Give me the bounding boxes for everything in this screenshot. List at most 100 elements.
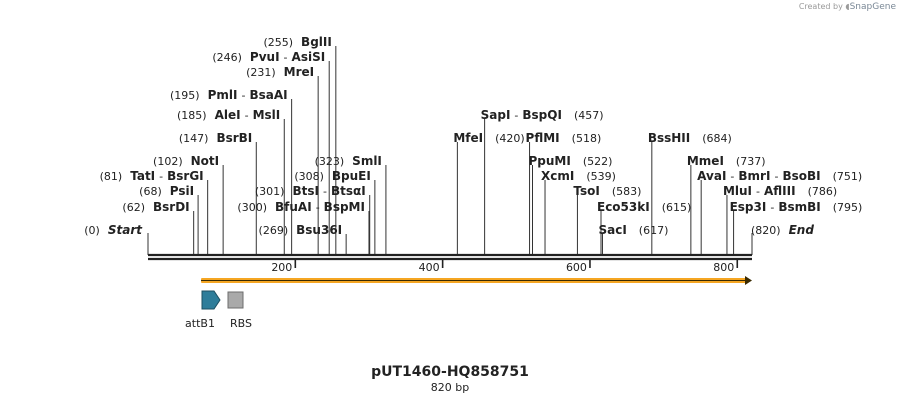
site-name: MreI [284,65,314,79]
site-label: PflMI (518) [526,131,602,145]
site-label: MfeI (420) [453,131,524,145]
site-label: (81) TatI - BsrGI [100,169,204,183]
site-name: MslI [253,108,281,122]
site-position: (246) [212,51,242,64]
site-label: (269) Bsu36I [259,223,343,237]
site-name: BtsI [292,184,319,198]
site-label: XcmI (539) [541,169,616,183]
site-position: (518) [572,132,602,145]
site-position: (684) [702,132,732,145]
endpoint-position: (820) [751,224,781,237]
site-label: (301) BtsI - BtsαI [255,184,366,198]
site-label: MluI - AflIII (786) [723,184,837,198]
site-label: BssHII (684) [648,131,732,145]
site-position: (795) [833,201,863,214]
site-name: PsiI [170,184,194,198]
credit: Created by ◖SnapGene [799,2,896,12]
orf-arrow-head [745,276,752,285]
site-position: (522) [583,155,613,168]
site-name-separator: - [316,201,320,214]
credit-brand: SnapGene [849,2,896,12]
endpoint-name: End [789,223,815,237]
site-name: SmlI [352,154,382,168]
ruler-tick-label: 600 [566,261,587,274]
snapgene-logo-icon: ◖ [845,2,850,11]
site-name: BtsαI [331,184,366,198]
site-position: (737) [736,155,766,168]
site-position: (308) [294,170,324,183]
site-position: (539) [586,170,616,183]
endpoint-label: (0) Start [84,223,143,237]
ruler-tick-label: 200 [271,261,292,274]
site-position: (81) [100,170,123,183]
site-label: (231) MreI [246,65,314,79]
site-position: (68) [139,185,162,198]
ruler-tick-label: 400 [419,261,440,274]
site-label: SacI (617) [598,223,668,237]
site-position: (231) [246,66,276,79]
site-name: SapI [481,108,511,122]
site-name: BsmBI [778,200,820,214]
site-position: (195) [170,89,200,102]
site-position: (147) [179,132,209,145]
endpoint-position: (0) [84,224,100,237]
site-name: BsrDI [153,200,190,214]
site-name: Eco53kI [597,200,650,214]
site-name: BsrGI [167,169,204,183]
site-name-separator: - [730,170,734,183]
ruler: 200 400 600 800 [271,259,739,274]
features: attB1 RBS [185,290,252,330]
site-name: Esp3I [730,200,767,214]
site-position: (269) [259,224,289,237]
site-name: SacI [598,223,626,237]
site-label: MmeI (737) [687,154,766,168]
sequence-name: pUT1460-HQ858751 [371,364,529,380]
rbs-box-icon [227,291,244,309]
site-label: (68) PsiI [139,184,194,198]
sequence-length: 820 bp [430,381,470,394]
site-label: (323) SmlI [315,154,382,168]
site-name: TatI [130,169,155,183]
site-name: BpuEI [332,169,371,183]
site-label: (246) PvuI - AsiSI [212,50,325,64]
site-position: (615) [662,201,692,214]
site-label: (195) PmlI - BsaAI [170,88,288,102]
site-name-separator: - [284,51,288,64]
site-label: (308) BpuEI [294,169,371,183]
site-label: SapI - BspQI (457) [481,108,604,122]
attb1-label: attB1 [185,317,215,330]
site-name: BsoBI [782,169,820,183]
site-position: (255) [263,36,293,49]
site-position: (301) [255,185,285,198]
site-name: PvuI [250,50,280,64]
site-name: MfeI [453,131,483,145]
attb1-arrow-icon [201,290,221,310]
site-name-separator: - [242,89,246,102]
site-name: AvaI [697,169,726,183]
site-name: BglII [301,35,332,49]
site-name-separator: - [245,109,249,122]
site-position: (751) [833,170,863,183]
site-label: Esp3I - BsmBI (795) [730,200,863,214]
site-name: BfuAI [275,200,312,214]
endpoint-label: (820) End [751,223,814,237]
site-position: (185) [177,109,207,122]
site-name: Bsu36I [296,223,342,237]
site-position: (300) [237,201,267,214]
site-name: BmrI [738,169,770,183]
site-position: (583) [612,185,642,198]
site-name: TsoI [573,184,599,198]
site-name: BspMI [324,200,365,214]
site-label: AvaI - BmrI - BsoBI (751) [697,169,862,183]
orf-arrow-group [201,276,752,285]
site-name: AleI [215,108,241,122]
site-label: (185) AleI - MslI [177,108,280,122]
site-labels: (0) Start (820) End (62) BsrDI (68) PsiI (81) Tat… [84,35,862,237]
site-position: (323) [315,155,345,168]
site-name-separator: - [774,170,778,183]
site-position: (102) [153,155,183,168]
site-name: MluI [723,184,752,198]
site-position: (420) [495,132,525,145]
site-name: AflIII [764,184,796,198]
